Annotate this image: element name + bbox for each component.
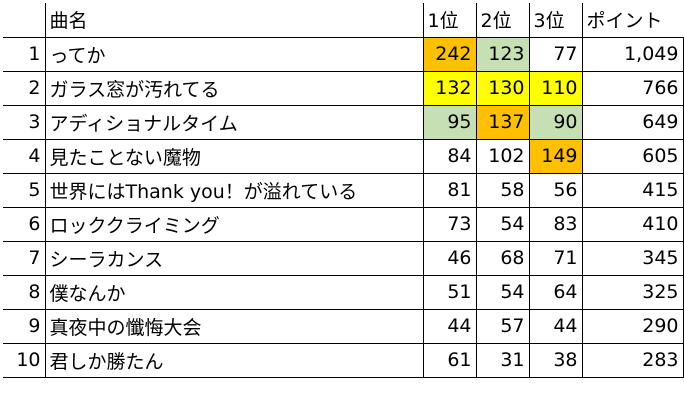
title-cell[interactable]: アディショナルタイム (45, 105, 424, 140)
rank-cell[interactable]: 4 (3, 139, 46, 174)
second-place-cell[interactable]: 57 (476, 309, 530, 344)
second-place-cell[interactable]: 54 (476, 275, 530, 310)
table-row: 3 アディショナルタイム 95 137 90 649 (3, 105, 684, 140)
second-place-cell[interactable]: 130 (476, 71, 530, 106)
header-first[interactable]: 1位 (423, 3, 477, 38)
rank-cell[interactable]: 10 (3, 343, 46, 378)
title-cell[interactable]: 真夜中の懺悔大会 (45, 309, 424, 344)
table-row: 10 君しか勝たん 61 31 38 283 (3, 343, 684, 378)
table-row: 1 ってか 242 123 77 1,049 (3, 37, 684, 72)
table-row: 4 見たことない魔物 84 102 149 605 (3, 139, 684, 174)
table-row: 8 僕なんか 51 54 64 325 (3, 275, 684, 310)
points-cell[interactable]: 410 (582, 207, 684, 242)
rank-cell[interactable]: 3 (3, 105, 46, 140)
third-place-cell[interactable]: 64 (529, 275, 583, 310)
second-place-cell[interactable]: 123 (476, 37, 530, 72)
table-row: 6 ロッククライミング 73 54 83 410 (3, 207, 684, 242)
rank-cell[interactable]: 2 (3, 71, 46, 106)
second-place-cell[interactable]: 31 (476, 343, 530, 378)
ranking-table: 曲名 1位 2位 3位 ポイント 1 ってか 242 123 77 1,049 2 ガラス窓が… (3, 3, 684, 378)
header-rank[interactable] (3, 3, 46, 38)
title-cell[interactable]: ロッククライミング (45, 207, 424, 242)
first-place-cell[interactable]: 46 (423, 241, 477, 276)
second-place-cell[interactable]: 54 (476, 207, 530, 242)
first-place-cell[interactable]: 73 (423, 207, 477, 242)
rank-cell[interactable]: 1 (3, 37, 46, 72)
title-cell[interactable]: 見たことない魔物 (45, 139, 424, 174)
header-row: 曲名 1位 2位 3位 ポイント (3, 3, 683, 38)
points-cell[interactable]: 605 (582, 139, 684, 174)
table-row: 2 ガラス窓が汚れてる 132 130 110 766 (3, 71, 684, 106)
rank-cell[interactable]: 6 (3, 207, 46, 242)
second-place-cell[interactable]: 68 (476, 241, 530, 276)
first-place-cell[interactable]: 81 (423, 173, 477, 208)
third-place-cell[interactable]: 149 (529, 139, 583, 174)
header-second[interactable]: 2位 (476, 3, 530, 38)
first-place-cell[interactable]: 84 (423, 139, 477, 174)
first-place-cell[interactable]: 61 (423, 343, 477, 378)
points-cell[interactable]: 345 (582, 241, 684, 276)
points-cell[interactable]: 415 (582, 173, 684, 208)
title-cell[interactable]: ガラス窓が汚れてる (45, 71, 424, 106)
points-cell[interactable]: 649 (582, 105, 684, 140)
table-row: 7 シーラカンス 46 68 71 345 (3, 241, 684, 276)
header-points[interactable]: ポイント (582, 3, 683, 38)
points-cell[interactable]: 766 (582, 71, 684, 106)
second-place-cell[interactable]: 137 (476, 105, 530, 140)
third-place-cell[interactable]: 56 (529, 173, 583, 208)
third-place-cell[interactable]: 90 (529, 105, 583, 140)
first-place-cell[interactable]: 242 (423, 37, 477, 72)
third-place-cell[interactable]: 77 (529, 37, 583, 72)
title-cell[interactable]: シーラカンス (45, 241, 424, 276)
points-cell[interactable]: 283 (582, 343, 684, 378)
points-cell[interactable]: 1,049 (582, 37, 684, 72)
title-cell[interactable]: 君しか勝たん (45, 343, 424, 378)
first-place-cell[interactable]: 44 (423, 309, 477, 344)
points-cell[interactable]: 325 (582, 275, 684, 310)
third-place-cell[interactable]: 44 (529, 309, 583, 344)
third-place-cell[interactable]: 83 (529, 207, 583, 242)
header-title[interactable]: 曲名 (45, 3, 424, 38)
third-place-cell[interactable]: 110 (529, 71, 583, 106)
rank-cell[interactable]: 8 (3, 275, 46, 310)
title-cell[interactable]: 僕なんか (45, 275, 424, 310)
second-place-cell[interactable]: 58 (476, 173, 530, 208)
rank-cell[interactable]: 9 (3, 309, 46, 344)
first-place-cell[interactable]: 132 (423, 71, 477, 106)
points-cell[interactable]: 290 (582, 309, 684, 344)
title-cell[interactable]: 世界にはThank you！が溢れている (45, 173, 424, 208)
rank-cell[interactable]: 5 (3, 173, 46, 208)
title-cell[interactable]: ってか (45, 37, 424, 72)
second-place-cell[interactable]: 102 (476, 139, 530, 174)
table-row: 9 真夜中の懺悔大会 44 57 44 290 (3, 309, 684, 344)
third-place-cell[interactable]: 71 (529, 241, 583, 276)
rank-cell[interactable]: 7 (3, 241, 46, 276)
header-third[interactable]: 3位 (529, 3, 583, 38)
first-place-cell[interactable]: 95 (423, 105, 477, 140)
first-place-cell[interactable]: 51 (423, 275, 477, 310)
table-row: 5 世界にはThank you！が溢れている 81 58 56 415 (3, 173, 684, 208)
third-place-cell[interactable]: 38 (529, 343, 583, 378)
